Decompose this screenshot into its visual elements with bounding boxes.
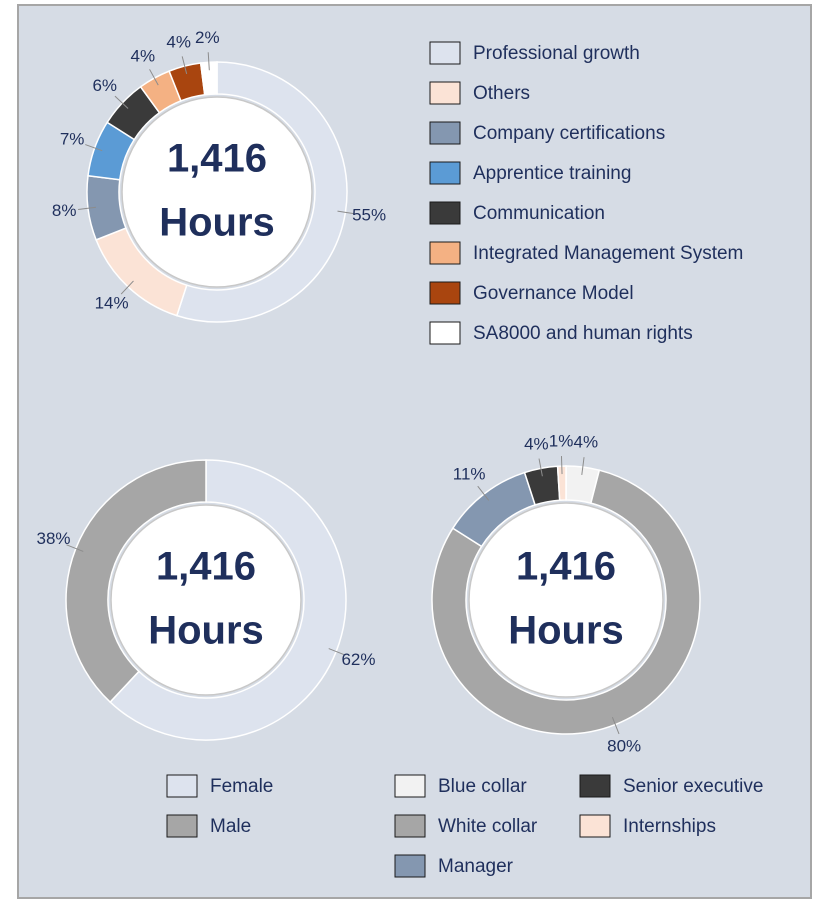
data-label: 55% — [352, 206, 386, 225]
leader-line — [85, 144, 103, 152]
center-disc — [468, 502, 664, 698]
legend-swatch — [579, 814, 611, 838]
leader-line — [477, 485, 490, 501]
legend-swatch — [429, 321, 461, 345]
center-value: 1,416 — [516, 545, 616, 589]
legend-label: Male — [210, 816, 251, 837]
data-label: 4% — [131, 47, 156, 66]
data-label: 4% — [574, 433, 599, 452]
legend-swatch — [166, 774, 198, 798]
leader-line — [181, 56, 188, 74]
leader-line — [120, 280, 134, 295]
legend-label: Governance Model — [473, 283, 634, 304]
leader-line — [66, 544, 84, 552]
legend-label: Others — [473, 83, 530, 104]
legend-label: Female — [210, 776, 273, 797]
data-label: 2% — [195, 28, 220, 47]
data-label: 62% — [341, 650, 375, 669]
data-label: 7% — [60, 129, 85, 148]
data-label: 80% — [607, 736, 641, 755]
leader-line — [611, 716, 620, 735]
leader-line — [581, 457, 585, 476]
data-label: 14% — [95, 294, 129, 313]
data-label: 4% — [166, 32, 191, 51]
donut-segment — [431, 469, 701, 735]
legend-label: Integrated Management System — [473, 243, 743, 264]
data-label: 8% — [52, 201, 77, 220]
legend-label: Company certifications — [473, 123, 665, 144]
legend-swatch — [579, 774, 611, 798]
panel — [17, 4, 812, 899]
donut-segment — [556, 465, 567, 501]
leader-line — [337, 210, 356, 215]
leader-line — [560, 456, 563, 475]
legend-swatch — [166, 814, 198, 838]
legend-label: Professional growth — [473, 43, 640, 64]
data-label: 38% — [37, 529, 71, 548]
legend-swatch — [394, 774, 426, 798]
legend-label: Manager — [438, 856, 514, 877]
donut-segment — [199, 61, 218, 96]
legend-swatch — [429, 81, 461, 105]
legend-label: SA8000 and human rights — [473, 323, 693, 344]
leader-line — [149, 69, 159, 86]
leader-line — [78, 206, 97, 211]
legend-label: White collar — [438, 816, 538, 837]
legend-label: Communication — [473, 203, 605, 224]
legend-label: Senior executive — [623, 776, 763, 797]
legend-swatch — [429, 241, 461, 265]
leader-line — [207, 52, 210, 71]
leader-line — [538, 458, 543, 477]
center-disc — [110, 504, 302, 696]
legend-swatch — [429, 41, 461, 65]
center-unit: Hours — [508, 609, 624, 653]
data-label: 4% — [524, 434, 549, 453]
data-label: 1% — [549, 432, 574, 451]
data-label: 11% — [453, 465, 486, 484]
legend-swatch — [394, 814, 426, 838]
legend-swatch — [429, 121, 461, 145]
center-unit: Hours — [159, 201, 275, 245]
donut-segment — [65, 459, 207, 704]
legend-label: Blue collar — [438, 776, 527, 797]
donut-segment — [109, 459, 347, 741]
leader-line — [328, 648, 346, 656]
leader-line — [114, 95, 129, 109]
center-unit: Hours — [148, 609, 264, 653]
legend-swatch — [429, 161, 461, 185]
legend-swatch — [429, 201, 461, 225]
center-value: 1,416 — [156, 545, 256, 589]
legend-label: Apprentice training — [473, 163, 631, 184]
donut-segment — [175, 61, 348, 323]
center-disc — [121, 96, 313, 288]
legend-swatch — [429, 281, 461, 305]
legend-swatch — [394, 854, 426, 878]
data-label: 6% — [92, 76, 117, 95]
center-value: 1,416 — [167, 137, 267, 181]
legend-label: Internships — [623, 816, 716, 837]
